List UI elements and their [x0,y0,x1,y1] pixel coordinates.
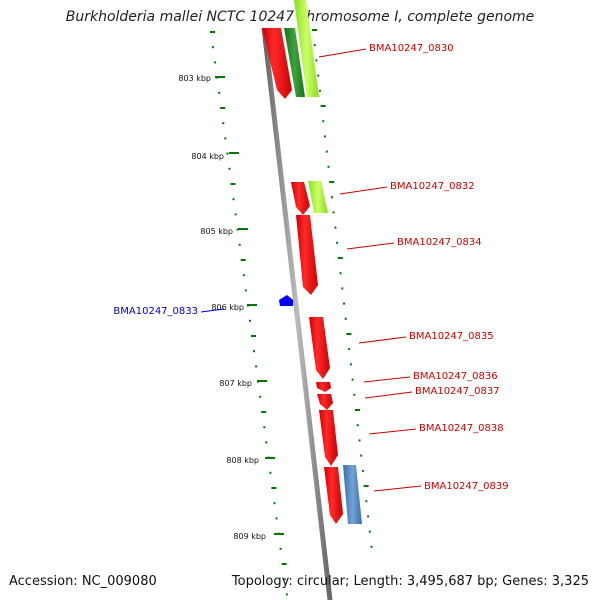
feature-bma10247-0835[interactable] [309,317,330,379]
gene-bar-0832-lime[interactable] [308,181,328,213]
gene-label-0832[interactable]: BMA10247_0832 [390,181,475,192]
gene-label-0839[interactable]: BMA10247_0839 [424,481,509,492]
feature-bma10247-0830[interactable] [262,0,319,99]
feature-bma10247-0832[interactable] [291,181,328,215]
gene-arrow-0837[interactable] [317,394,333,410]
gene-arrow-0834[interactable] [296,215,318,295]
accession-text: Accession: NC_009080 [9,574,157,589]
gene-label-0836[interactable]: BMA10247_0836 [413,371,498,382]
tick-label-808: 808 kbp [226,456,259,465]
genome-stats-text: Topology: circular; Length: 3,495,687 bp… [231,574,589,589]
gene-arrow-0833[interactable] [279,295,293,306]
feature-bma10247-0838[interactable] [319,410,338,466]
leader-0832 [339,186,388,195]
feature-bma10247-0834[interactable] [296,215,318,295]
tick-label-803: 803 kbp [178,74,211,83]
leader-0837 [364,391,413,399]
gene-bar-0839-steelblue[interactable] [343,465,362,524]
feature-bma10247-0833[interactable] [279,295,293,306]
gene-label-0838[interactable]: BMA10247_0838 [419,423,504,434]
leader-0836 [363,376,411,383]
chromosome-backbone [261,27,333,600]
feature-bma10247-0839[interactable] [324,465,362,524]
inner-tick-ring [312,29,373,548]
gene-label-0833[interactable]: BMA10247_0833 [113,306,198,317]
gene-labels: BMA10247_0830 BMA10247_0832 BMA10247_083… [113,43,508,492]
leader-0830 [318,48,367,58]
gene-label-0837[interactable]: BMA10247_0837 [415,386,500,397]
leader-0835 [358,336,407,344]
feature-bma10247-0836[interactable] [316,382,331,392]
gene-arrow-0836[interactable] [316,382,331,392]
scale-ticks: 803 kbp 804 kbp 805 kbp 806 kbp 807 kbp … [178,74,284,541]
leader-0839 [373,485,422,492]
tick-label-805: 805 kbp [200,227,233,236]
tick-label-804: 804 kbp [191,152,224,161]
feature-bma10247-0837[interactable] [317,394,333,410]
gene-label-0835[interactable]: BMA10247_0835 [409,331,494,342]
gene-label-0834[interactable]: BMA10247_0834 [397,237,482,248]
gene-bar-0830-lime[interactable] [294,0,319,97]
gene-arrow-0839[interactable] [324,467,343,524]
tick-label-809: 809 kbp [233,532,266,541]
tick-label-806: 806 kbp [211,303,244,312]
leader-0833 [200,308,225,313]
leader-0834 [346,242,395,250]
gene-arrow-0830[interactable] [262,28,292,99]
gene-label-0830[interactable]: BMA10247_0830 [369,43,454,54]
leader-0838 [368,428,417,435]
gene-arrow-0835[interactable] [309,317,330,379]
gene-arrow-0838[interactable] [319,410,338,466]
gene-arrow-0832[interactable] [291,182,310,215]
tick-label-807: 807 kbp [219,379,252,388]
gene-bar-0830-green[interactable] [284,28,305,97]
